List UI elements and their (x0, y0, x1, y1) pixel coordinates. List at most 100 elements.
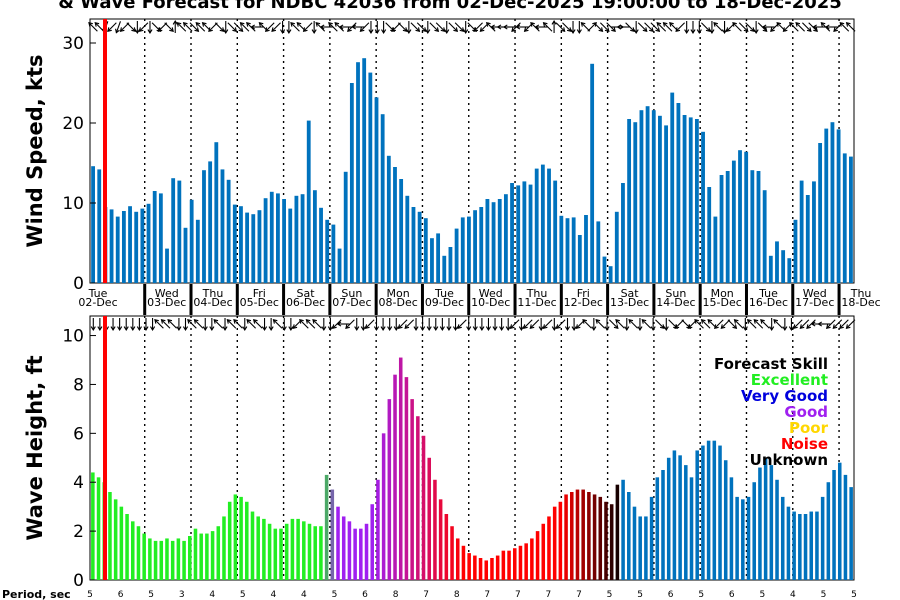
arrow-head (502, 24, 508, 30)
wind-bar (245, 212, 250, 283)
y-tick-label: 10 (62, 194, 84, 214)
period-value: 5 (240, 590, 246, 600)
arrow-shaft (753, 319, 764, 329)
direction-arrow (209, 318, 215, 332)
direction-arrow (644, 22, 654, 32)
arrow-head (555, 324, 561, 329)
legend-entry: Noise (781, 435, 828, 453)
wave-bar (638, 516, 642, 580)
arrow-shaft (826, 319, 836, 329)
arrow-head (434, 27, 440, 32)
arrow-head (690, 29, 696, 35)
arrow-head (655, 27, 661, 32)
direction-arrow (720, 319, 731, 329)
wave-bar (524, 543, 528, 580)
wave-bar (826, 482, 831, 580)
arrow-shaft (397, 22, 408, 32)
direction-arrow (252, 319, 263, 329)
direction-arrow (733, 319, 744, 329)
arrow-shaft (510, 319, 520, 329)
arrow-head (299, 319, 304, 324)
wind-bar (220, 169, 225, 283)
wave-bar (182, 540, 186, 580)
arrow-head (238, 27, 244, 32)
wave-bar (148, 538, 152, 580)
wind-bar (232, 204, 237, 283)
arrow-head (280, 29, 286, 35)
direction-arrow (663, 318, 669, 332)
day-date: 13-Dec (610, 296, 649, 309)
wave-y-ticks: 0 2 4 6 8 10 (62, 327, 96, 591)
direction-arrow (753, 21, 759, 35)
day-name: Fri (577, 287, 590, 300)
day-name: Sun (341, 287, 362, 300)
arrow-shaft (582, 319, 592, 329)
arrow-head (649, 27, 654, 32)
direction-arrow (789, 22, 799, 32)
period-value: 7 (546, 590, 552, 600)
wind-bar (812, 181, 816, 283)
day-separator (467, 284, 471, 315)
arrow-head (440, 27, 446, 32)
day-name: Wed (479, 287, 503, 300)
day-separator (374, 284, 378, 315)
wind-bar (590, 63, 595, 283)
direction-arrow (189, 22, 200, 32)
wave-bar (712, 440, 717, 580)
wave-bar (91, 472, 95, 580)
wave-bar (381, 433, 386, 580)
arrow-shaft (454, 22, 465, 32)
wind-bar (386, 155, 391, 283)
arrow-head (732, 22, 737, 27)
direction-arrow (745, 22, 755, 32)
direction-arrow (126, 22, 137, 32)
arrow-head (700, 319, 706, 324)
direction-arrow (150, 318, 156, 332)
wave-bar (267, 523, 272, 580)
arrow-head (564, 326, 571, 332)
arrow-head (793, 324, 798, 329)
arrow-head (592, 22, 597, 27)
wind-bar (768, 255, 773, 283)
arrow-shaft (599, 22, 610, 32)
direction-arrow (406, 21, 412, 35)
arrow-head (364, 324, 370, 329)
arrow-head (725, 27, 731, 32)
wave-bar (296, 518, 300, 580)
arrow-head (368, 29, 374, 35)
arrow-shaft (795, 22, 805, 32)
day-separator (559, 284, 563, 315)
wave-bar (467, 553, 471, 580)
arrow-shaft (457, 319, 467, 329)
arrow-head (575, 324, 581, 329)
y-tick-label: 20 (62, 114, 84, 134)
wave-bar (341, 516, 346, 580)
arrow-head (675, 27, 681, 32)
arrow-shaft (299, 319, 309, 329)
arrow-shaft (747, 319, 757, 329)
direction-arrow (485, 318, 492, 332)
direction-arrow (727, 319, 738, 329)
period-value: 8 (454, 590, 460, 600)
wind-bar (423, 218, 428, 283)
day-name: Mon (387, 287, 410, 300)
arrow-shaft (738, 22, 749, 32)
period-value: 5 (332, 590, 338, 600)
day-separator (143, 284, 147, 315)
direction-arrow (452, 318, 459, 332)
wave-bar (587, 492, 591, 580)
arrow-head (336, 321, 342, 327)
wave-bar (780, 496, 785, 580)
wave-bar (256, 516, 260, 580)
wave-bar (581, 489, 585, 580)
arrow-head (250, 24, 256, 30)
arrow-head (604, 27, 610, 32)
direction-arrow (684, 21, 690, 35)
day-name: Thu (526, 287, 548, 300)
direction-arrow (154, 319, 164, 329)
direction-arrow (435, 22, 446, 32)
arrow-shaft (789, 22, 799, 32)
direction-arrow (182, 22, 193, 32)
wind-bar (417, 211, 422, 283)
